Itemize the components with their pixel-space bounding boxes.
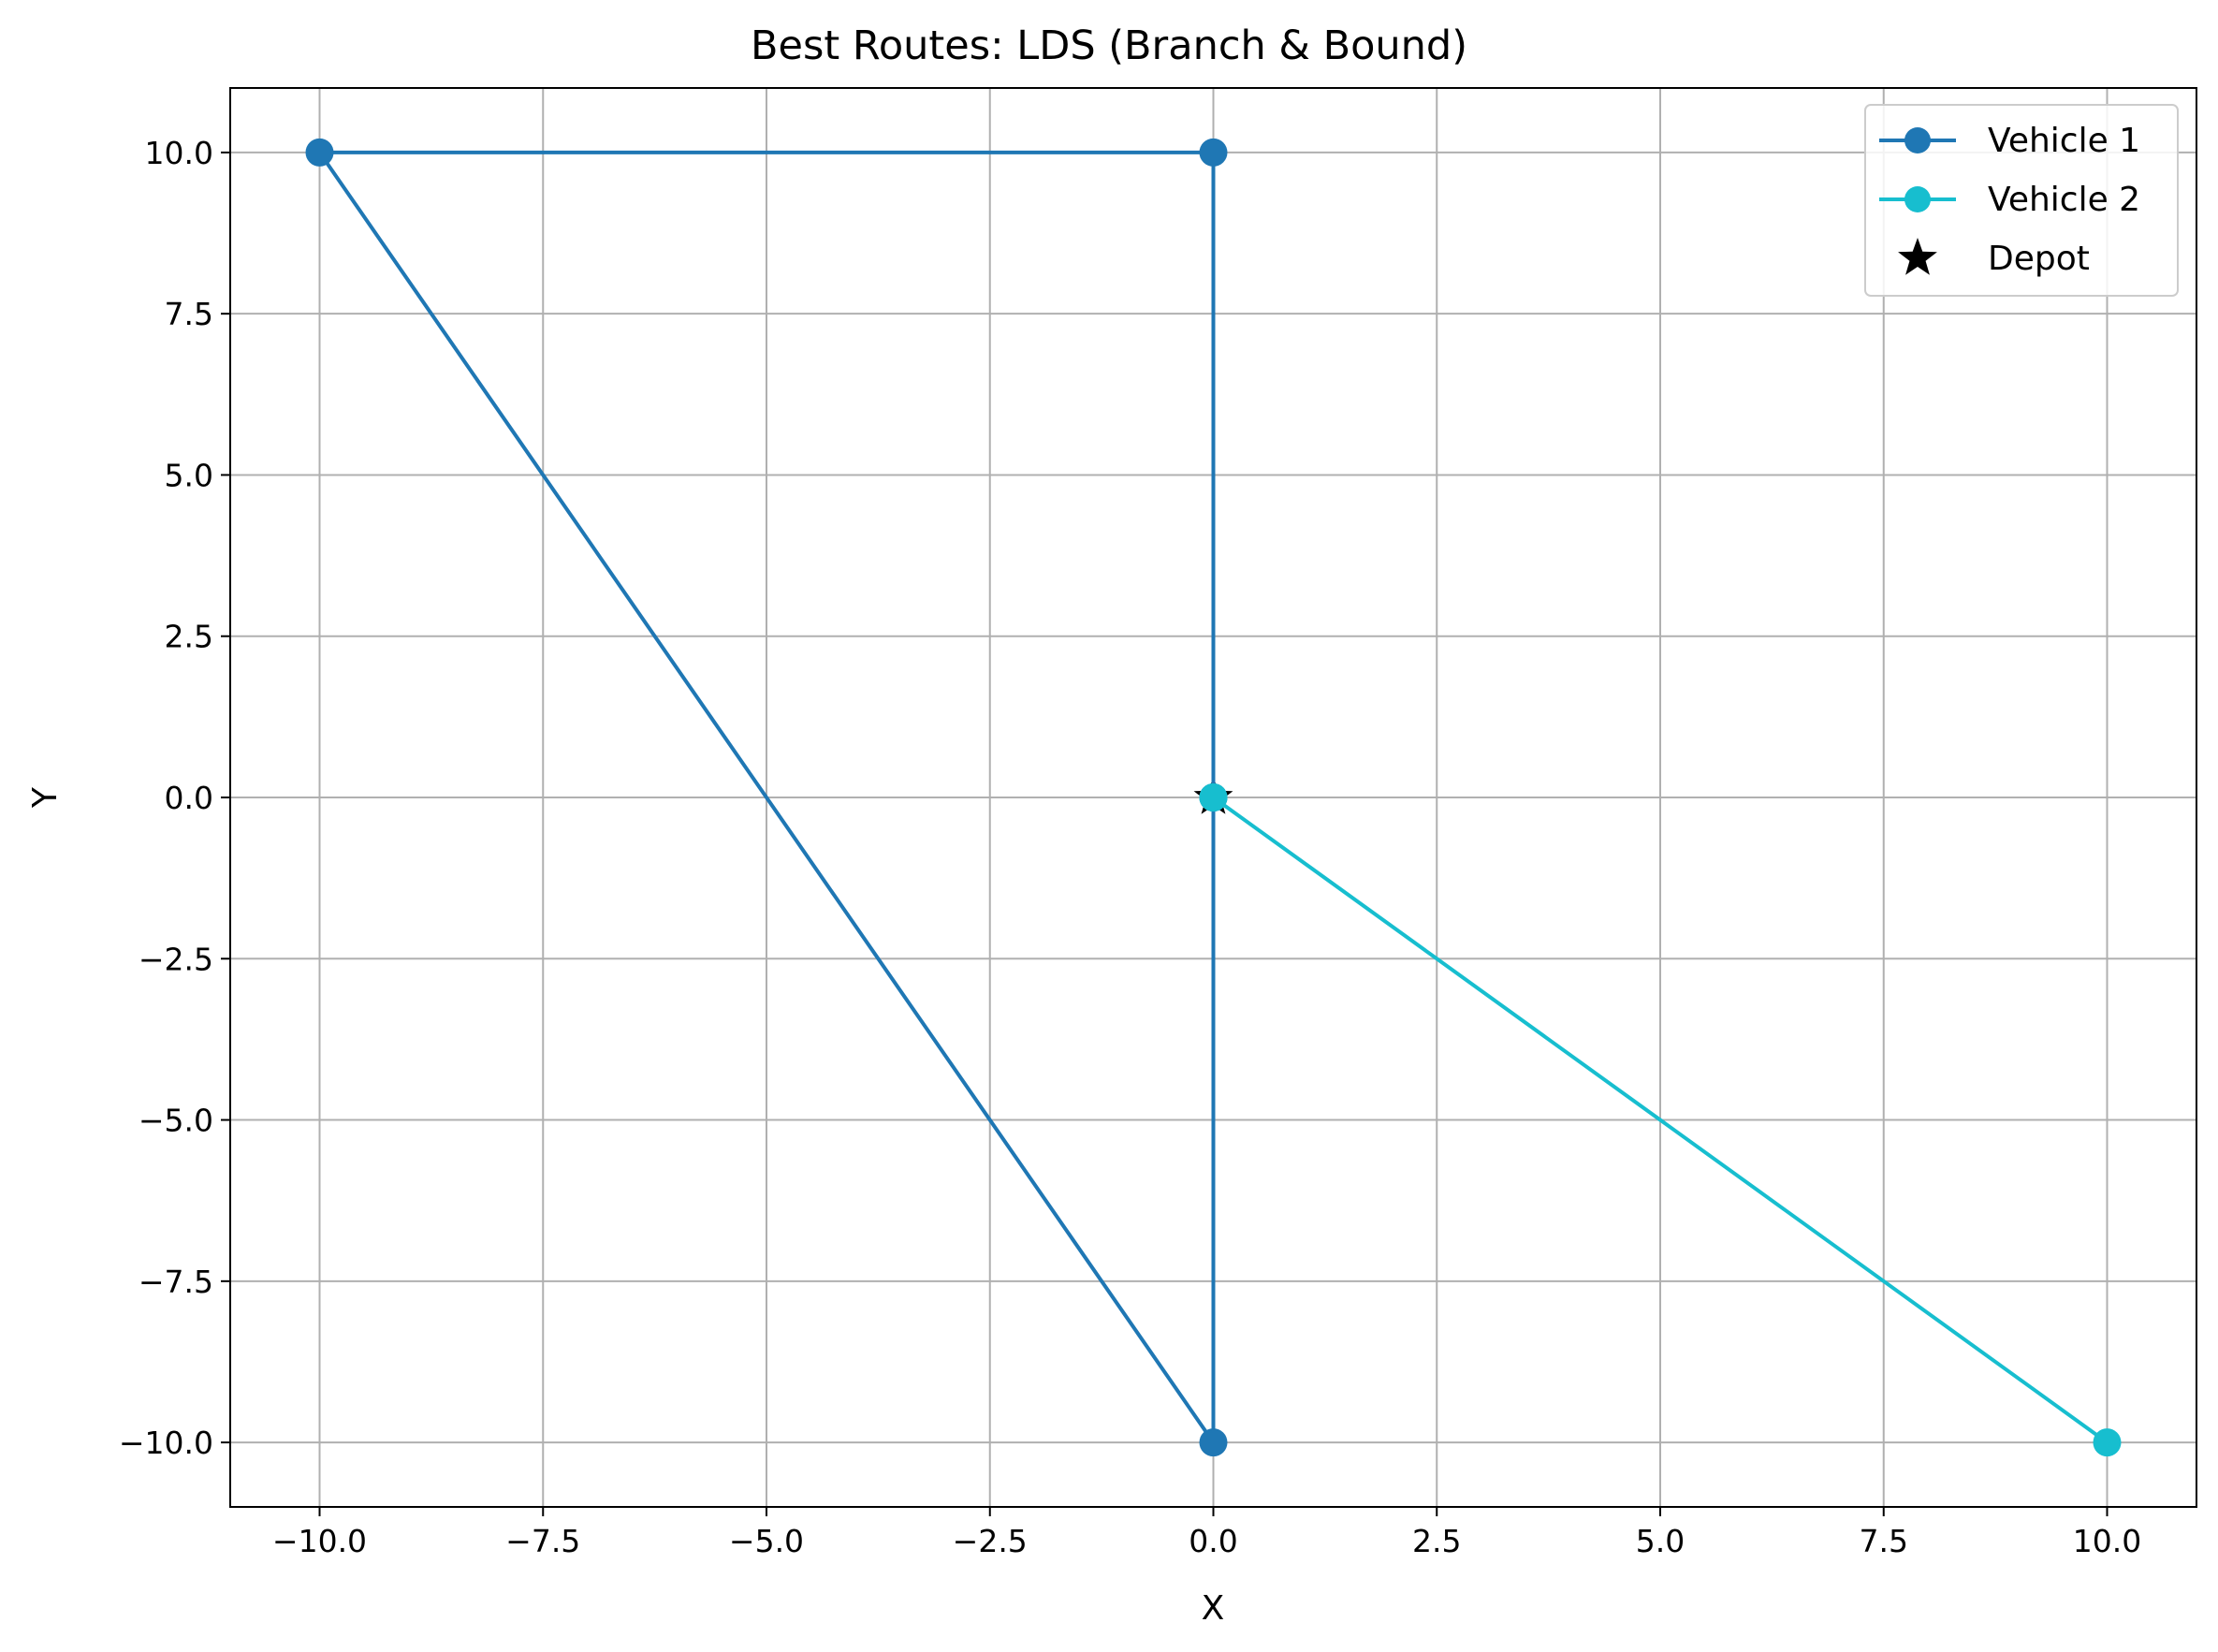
- legend-label: Vehicle 2: [1988, 181, 2140, 219]
- series-point-vehicle-1: [305, 138, 334, 167]
- series-layer: [305, 138, 2122, 1457]
- x-tick-label: −10.0: [272, 1523, 367, 1559]
- legend: Vehicle 1 Vehicle 2 Depot: [1864, 104, 2179, 297]
- x-tick-label: −7.5: [505, 1523, 580, 1559]
- legend-box: [1864, 104, 2179, 297]
- y-tick-label: −7.5: [139, 1264, 213, 1300]
- series-point-vehicle-2: [2093, 1428, 2122, 1457]
- y-tick-label: 2.5: [165, 619, 213, 655]
- y-axis-label: Y: [26, 786, 65, 809]
- x-axis: −10.0 −7.5 −5.0 −2.5 0.0 2.5 5.0 7.5 10.0: [272, 1507, 2141, 1559]
- legend-label: Vehicle 1: [1988, 122, 2140, 160]
- y-tick-label: 0.0: [165, 780, 213, 816]
- y-tick-label: −2.5: [139, 941, 213, 977]
- legend-star-swatch: [1898, 238, 1937, 275]
- y-tick-label: 5.0: [165, 457, 213, 493]
- series-point-vehicle-2: [1199, 783, 1228, 811]
- series-point-vehicle-1: [1199, 1428, 1228, 1457]
- y-axis: −10.0 −7.5 −5.0 −2.5 0.0 2.5 5.0 7.5 10.0: [119, 135, 230, 1461]
- x-axis-label: X: [1202, 1589, 1225, 1628]
- x-tick-label: 0.0: [1189, 1523, 1237, 1559]
- chart-title: Best Routes: LDS (Branch & Bound): [751, 22, 1467, 69]
- legend-marker-swatch: [1904, 127, 1931, 154]
- legend-label: Depot: [1988, 240, 2090, 278]
- x-tick-label: 2.5: [1412, 1523, 1461, 1559]
- y-tick-label: 10.0: [145, 135, 213, 171]
- x-tick-label: −5.0: [729, 1523, 804, 1559]
- legend-marker-swatch: [1904, 186, 1931, 212]
- x-tick-label: 7.5: [1860, 1523, 1908, 1559]
- x-tick-label: −2.5: [953, 1523, 1028, 1559]
- y-tick-label: 7.5: [165, 296, 213, 332]
- x-tick-label: 5.0: [1636, 1523, 1685, 1559]
- series-point-vehicle-1: [1199, 138, 1228, 167]
- x-tick-label: 10.0: [2073, 1523, 2141, 1559]
- y-tick-label: −10.0: [119, 1425, 213, 1461]
- y-tick-label: −5.0: [139, 1103, 213, 1139]
